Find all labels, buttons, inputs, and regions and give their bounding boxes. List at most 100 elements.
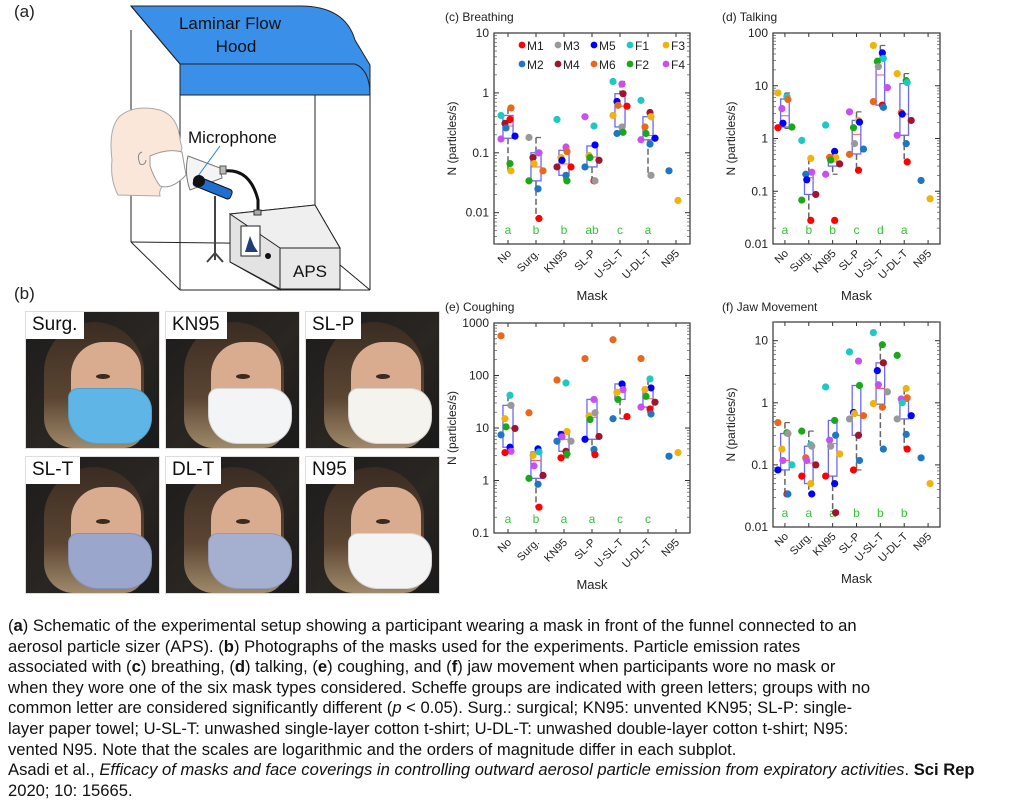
data-point-m2 <box>917 454 925 462</box>
citation-details: 2020; 10: 15665. <box>8 780 133 800</box>
data-point-m1 <box>567 163 575 171</box>
data-point-f1 <box>822 121 830 129</box>
scheffe-group-letter: ab <box>585 223 599 237</box>
scheffe-group-letter: b <box>829 223 836 237</box>
data-point-m6 <box>903 394 911 402</box>
data-point-m4 <box>511 424 519 433</box>
data-point-m2 <box>902 430 910 438</box>
data-point-m6 <box>878 403 886 411</box>
data-point-f2 <box>563 177 571 185</box>
data-point-m4 <box>836 160 844 168</box>
data-point-m2 <box>859 145 868 153</box>
scheffe-group-letter: c <box>645 512 651 526</box>
caption-bold: e <box>317 657 328 677</box>
photo-mask <box>348 533 432 589</box>
aps-instrument: APS <box>229 204 341 291</box>
legend-marker <box>590 41 598 49</box>
data-point-f3 <box>530 159 538 168</box>
data-point-f3 <box>869 400 877 408</box>
x-tick-label: U-SL-T <box>593 536 627 570</box>
data-point-f4 <box>822 170 830 178</box>
data-point-f4 <box>826 436 834 444</box>
data-point-f4 <box>507 447 515 455</box>
caption-text: when they wore one of the six mask types… <box>8 677 871 697</box>
data-point-m5 <box>651 134 659 142</box>
caption-text: vented N95. Note that the scales are log… <box>8 739 737 759</box>
data-point-m1 <box>798 472 806 480</box>
plot-area <box>772 32 941 245</box>
data-point-m4 <box>595 156 603 164</box>
caption-text: common letter are considered significant… <box>8 698 393 718</box>
data-point-m6 <box>581 354 589 363</box>
caption-text: ) coughing, and ( <box>327 657 452 677</box>
data-point-f2 <box>788 123 796 131</box>
data-point-m4 <box>832 509 840 517</box>
data-point-f3 <box>926 195 934 203</box>
data-point-m1 <box>506 115 514 124</box>
data-point-m6 <box>845 150 854 158</box>
data-point-f3 <box>647 113 655 121</box>
x-tick-label: No <box>773 248 791 266</box>
data-point-m3 <box>525 133 533 142</box>
data-point-m1 <box>807 216 815 225</box>
aps-label: APS <box>293 262 327 281</box>
data-point-m1 <box>623 102 631 110</box>
data-point-m2 <box>879 445 887 453</box>
y-axis-label: N (particles/s) <box>724 387 738 461</box>
scheffe-group-letter: b <box>877 506 884 520</box>
data-point-f2 <box>642 129 650 138</box>
data-point-m5 <box>855 118 864 126</box>
caption-text: layer paper towel; U-SL-T: unwashed sing… <box>8 718 849 738</box>
scheffe-group-letter: b <box>561 223 568 237</box>
data-point-m5 <box>647 384 655 392</box>
chart-title: (f) Jaw Movement <box>722 300 818 314</box>
data-point-f1 <box>646 375 654 383</box>
legend-marker <box>662 60 670 68</box>
caption-bold: b <box>223 636 234 656</box>
data-point-f4 <box>558 433 566 441</box>
data-point-m3 <box>591 409 599 417</box>
data-point-f4 <box>535 149 543 157</box>
photo-mask <box>68 533 152 589</box>
scheffe-group-letter: b <box>853 506 860 520</box>
legend-marker <box>626 60 634 68</box>
caption-text: ( <box>8 616 14 635</box>
data-point-f3 <box>529 451 537 460</box>
x-tick-label: Surg. <box>788 248 815 275</box>
caption-text: ) jaw movement when participants wore no… <box>457 657 836 677</box>
x-tick-label: No <box>496 248 514 266</box>
x-tick-label: U-DL-T <box>620 536 654 570</box>
x-tick-label: SL-P <box>572 248 598 274</box>
data-point-m3 <box>883 388 891 396</box>
scheffe-group-letter: a <box>505 223 512 237</box>
data-point-m4 <box>854 431 863 439</box>
data-point-m1 <box>854 166 863 174</box>
data-point-f4 <box>637 403 645 411</box>
data-point-f3 <box>850 409 859 418</box>
data-point-f2 <box>849 124 858 132</box>
citation-separator: . <box>904 760 914 780</box>
data-point-f3 <box>893 69 901 78</box>
data-point-f4 <box>883 84 891 92</box>
y-tick-label: 0.1 <box>751 458 768 472</box>
scheffe-group-letter: a <box>805 506 812 520</box>
data-point-m2 <box>497 431 505 439</box>
data-point-f1 <box>609 77 617 86</box>
box <box>803 445 814 485</box>
data-point-f3 <box>613 388 621 396</box>
legend-label: F4 <box>671 58 685 72</box>
chart-2: (e) Coughing 0.1 1 10 100 1000 N (particles/s)… <box>445 300 691 592</box>
x-axis-label: Mask <box>576 577 608 592</box>
x-tick-label: N95 <box>659 248 682 271</box>
legend-label: M3 <box>563 39 580 53</box>
x-tick-label: SL-P <box>572 537 598 563</box>
y-axis-label: N (particles/s) <box>445 391 459 465</box>
legend-marker <box>554 60 562 68</box>
data-point-f3 <box>507 167 515 175</box>
data-point-m3 <box>647 171 655 179</box>
scheffe-group-letter: b <box>533 512 540 526</box>
data-point-m6 <box>641 123 649 131</box>
data-point-m6 <box>784 95 792 104</box>
photo-eye <box>236 374 250 379</box>
caption-text: ) talking, ( <box>245 657 318 677</box>
